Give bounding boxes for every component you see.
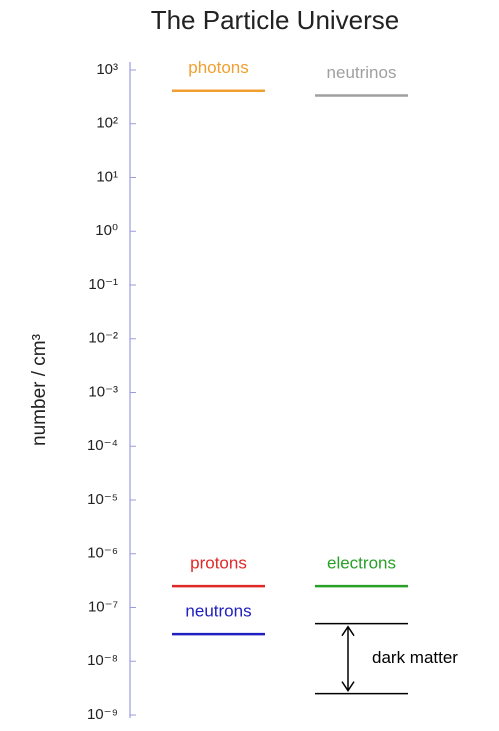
y-axis-label: number / cm³ [29, 334, 50, 446]
y-tick-label: 10³ [96, 61, 118, 78]
y-tick-label: 10⁻⁹ [87, 706, 118, 723]
y-tick-label: 10⁻⁶ [87, 545, 118, 562]
y-tick-label: 10⁻¹ [88, 276, 118, 293]
level-label: neutrinos [327, 63, 397, 82]
y-tick-label: 10¹ [96, 168, 118, 185]
chart: The Particle Universe number / cm³ 10³ 10… [0, 0, 499, 731]
y-tick-label: 10⁻² [88, 330, 118, 347]
y-tick-label: 10⁻⁵ [87, 491, 118, 508]
level-label: electrons [327, 554, 396, 573]
y-tick-label: 10⁻⁷ [88, 598, 118, 615]
y-tick-label: 10⁻³ [88, 383, 118, 400]
y-tick-label: 10⁻⁴ [87, 437, 118, 454]
level-label: photons [188, 58, 249, 77]
y-tick-label: 10² [96, 115, 118, 132]
level-label: neutrons [185, 602, 251, 621]
level-label: protons [190, 554, 247, 573]
y-tick-label: 10⁰ [95, 222, 118, 239]
y-tick-label: 10⁻⁸ [87, 652, 118, 669]
range-label: dark matter [372, 648, 458, 667]
chart-title: The Particle Universe [151, 5, 400, 35]
